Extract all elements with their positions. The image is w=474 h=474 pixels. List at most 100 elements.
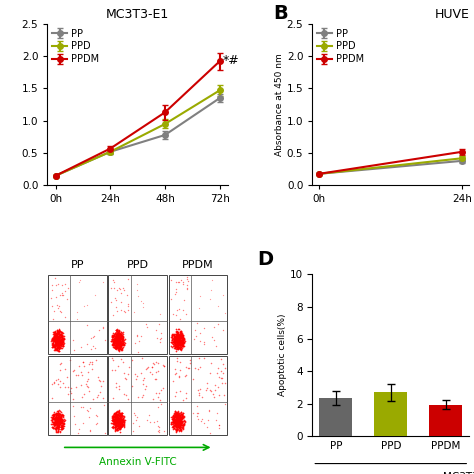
Point xyxy=(208,387,215,395)
Point xyxy=(207,429,214,437)
Point xyxy=(55,336,62,344)
Point xyxy=(173,332,180,340)
Point xyxy=(109,418,117,425)
Point xyxy=(170,411,178,419)
Point xyxy=(114,331,121,338)
Point xyxy=(168,332,176,339)
Point xyxy=(112,341,119,349)
Point xyxy=(117,333,125,340)
Point xyxy=(178,410,185,418)
Point xyxy=(114,415,122,423)
Point xyxy=(119,337,127,344)
Point xyxy=(114,422,121,429)
Point xyxy=(109,416,117,424)
Point xyxy=(115,412,123,419)
Point xyxy=(175,419,182,427)
Point xyxy=(177,337,184,345)
Point xyxy=(176,332,184,340)
Point xyxy=(117,414,125,421)
Point xyxy=(53,343,60,351)
Point xyxy=(135,337,143,345)
Point xyxy=(115,336,123,343)
Point xyxy=(55,337,62,345)
Point xyxy=(52,416,59,424)
Point xyxy=(173,333,181,340)
Point xyxy=(49,424,57,431)
Point xyxy=(118,420,126,428)
Point xyxy=(175,341,183,349)
Point xyxy=(57,333,65,340)
Point xyxy=(119,339,127,346)
Point xyxy=(91,344,99,352)
Point xyxy=(58,338,65,346)
Point xyxy=(202,386,210,394)
Point xyxy=(111,423,118,431)
Point xyxy=(51,420,59,428)
Point xyxy=(201,324,208,331)
Point xyxy=(81,302,88,310)
Point xyxy=(57,335,64,343)
Point xyxy=(117,298,125,306)
Point xyxy=(85,408,92,415)
Point xyxy=(60,335,67,342)
Point xyxy=(109,331,117,338)
Point xyxy=(116,341,123,348)
Point xyxy=(115,417,122,425)
Point xyxy=(55,337,63,345)
Point xyxy=(175,415,183,423)
Point xyxy=(173,335,181,343)
Point xyxy=(55,415,62,423)
Point xyxy=(51,334,58,341)
Point xyxy=(118,342,125,349)
Point xyxy=(171,342,178,350)
Point xyxy=(116,332,124,339)
Point xyxy=(117,338,124,346)
Point xyxy=(174,423,182,430)
Point xyxy=(51,415,59,422)
Point xyxy=(77,343,85,351)
Point xyxy=(52,331,60,338)
Point xyxy=(57,308,65,316)
Point xyxy=(117,338,125,346)
Point xyxy=(59,337,66,345)
Point xyxy=(53,415,61,422)
Point xyxy=(176,338,183,346)
Point xyxy=(118,420,126,428)
Point xyxy=(173,410,181,418)
Point xyxy=(178,330,185,337)
Point xyxy=(54,408,61,415)
Point xyxy=(181,342,188,349)
Point xyxy=(110,339,118,347)
Point xyxy=(121,374,129,381)
Point xyxy=(173,408,180,416)
Point xyxy=(176,421,183,429)
Point xyxy=(108,423,116,430)
Point xyxy=(49,419,56,426)
Point xyxy=(177,337,185,345)
Point xyxy=(180,335,187,342)
Point xyxy=(173,339,181,346)
Point xyxy=(48,336,56,344)
Point xyxy=(56,336,64,343)
Point xyxy=(137,297,145,305)
Point xyxy=(110,337,118,344)
Point xyxy=(57,328,64,336)
Point xyxy=(53,331,60,339)
Point xyxy=(211,381,219,388)
Point xyxy=(172,334,180,342)
Point xyxy=(113,337,120,345)
Point xyxy=(176,419,184,427)
Point xyxy=(55,425,63,433)
Point xyxy=(115,337,123,345)
Point xyxy=(178,416,185,423)
Point xyxy=(113,419,121,427)
Point xyxy=(48,336,56,344)
Point xyxy=(171,419,179,427)
Point xyxy=(111,417,119,425)
Point xyxy=(58,333,66,340)
Point xyxy=(173,337,181,344)
Point xyxy=(170,337,177,345)
Point xyxy=(118,419,126,426)
Point xyxy=(111,413,119,421)
Point xyxy=(54,414,62,421)
